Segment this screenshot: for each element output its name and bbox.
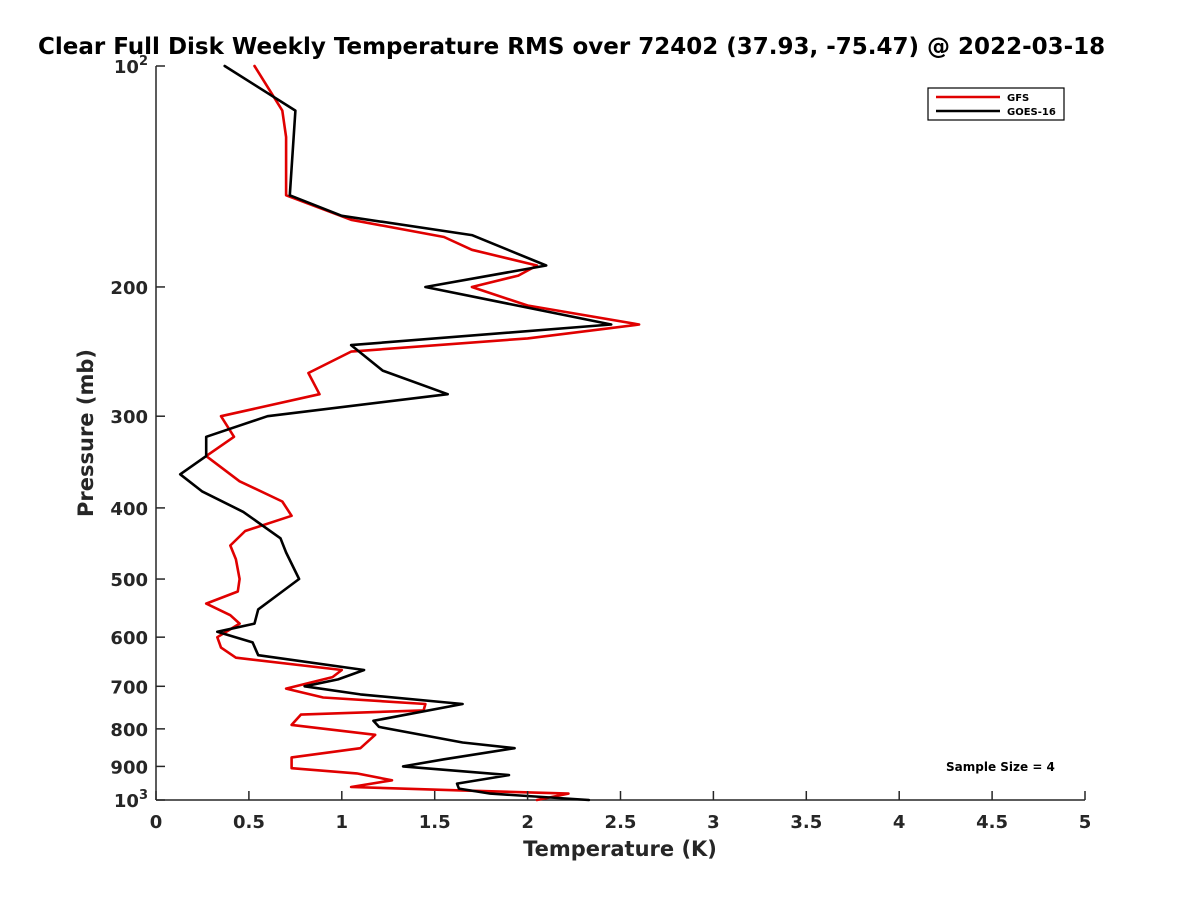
y-tick-label: 500 [110, 570, 148, 591]
y-tick-label: 102 [114, 54, 148, 78]
chart-title: Clear Full Disk Weekly Temperature RMS o… [38, 34, 1105, 60]
y-tick-label: 200 [110, 278, 148, 299]
series-layer [178, 64, 641, 802]
x-tick-label: 4.5 [976, 812, 1008, 833]
y-tick-label: 600 [110, 628, 148, 649]
legend: GFS GOES-16 [927, 87, 1065, 121]
x-tick-label: 0 [150, 812, 163, 833]
x-tick-label: 3 [707, 812, 720, 833]
series-line-goes16 [178, 64, 613, 802]
x-tick-label: 1 [336, 812, 349, 833]
x-tick-label: 4 [893, 812, 906, 833]
x-tick-label: 2.5 [605, 812, 637, 833]
x-axis-label: Temperature (K) [523, 837, 717, 861]
x-tick-label: 2 [521, 812, 534, 833]
x-tick-label: 5 [1079, 812, 1092, 833]
y-tick-label: 400 [110, 499, 148, 520]
y-tick-label: 900 [110, 757, 148, 778]
y-tick-label: 103 [114, 788, 148, 812]
y-tick-label: 700 [110, 677, 148, 698]
x-tick-label: 0.5 [233, 812, 265, 833]
y-axis: 102 200 300 400 500 600 700 800 900 103 [110, 54, 165, 812]
legend-label-gfs: GFS [1007, 93, 1029, 104]
sample-size-annotation: Sample Size = 4 [946, 760, 1055, 774]
y-tick-label: 800 [110, 720, 148, 741]
x-tick-label: 3.5 [790, 812, 822, 833]
x-tick-label: 1.5 [419, 812, 451, 833]
legend-label-goes16: GOES-16 [1007, 107, 1056, 118]
y-tick-label: 300 [110, 407, 148, 428]
x-axis: 0 0.5 1 1.5 2 2.5 3 3.5 4 4.5 5 [150, 791, 1092, 833]
legend-box [927, 87, 1065, 121]
y-axis-label: Pressure (mb) [74, 349, 98, 517]
series-line-gfs [204, 64, 641, 802]
